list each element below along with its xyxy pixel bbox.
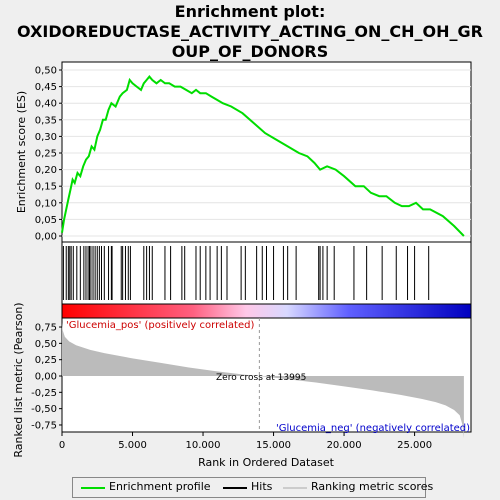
metric-xtick-label: 10.000 [186, 440, 221, 451]
rank-color-bar [61, 303, 472, 319]
metric-ytick-label: 0,50 [35, 339, 57, 350]
title-line-2: OXIDOREDUCTASE_ACTIVITY_ACTING_ON_CH_OH_… [17, 22, 483, 41]
metric-ytick-label: 0,00 [35, 372, 57, 383]
es-ytick-label: 0,35 [35, 115, 57, 126]
legend-ranking-label: Ranking metric scores [311, 480, 434, 493]
es-ytick-label: 0,50 [35, 66, 57, 77]
es-ytick-label: 0,40 [35, 99, 57, 110]
metric-axes: 0,75 0,50 0,25 0,00 -0,25 -0,50 -0,750 5.000 10.… [31, 323, 432, 451]
es-grid [62, 69, 471, 237]
es-ytick-label: 0,10 [35, 198, 57, 209]
legend-hits-swatch [223, 487, 247, 489]
es-panel [61, 61, 472, 243]
hits-group [62, 246, 430, 300]
metric-ytick-label: -0,50 [31, 404, 57, 415]
legend-hits-label: Hits [251, 480, 273, 493]
metric-xtick-label: 15.000 [256, 440, 291, 451]
metric-xtick-label: 20.000 [327, 440, 362, 451]
es-ylabel: Enrichment score (ES) [15, 91, 28, 213]
pos-label: 'Glucemia_pos' (positively correlated) [66, 320, 254, 331]
es-ytick-label: 0,00 [35, 232, 57, 243]
metric-ytick-label: -0,25 [31, 388, 57, 399]
legend-ranking-swatch [283, 487, 307, 489]
metric-xlabel: Rank in Ordered Dataset [198, 456, 335, 469]
es-ytick-label: 0,25 [35, 149, 57, 160]
legend: Enrichment profile Hits Ranking metric s… [72, 477, 433, 498]
es-ytick-label: 0,45 [35, 82, 57, 93]
metric-ylabel: Ranked list metric (Pearson) [12, 302, 25, 457]
es-ytick-label: 0,05 [35, 215, 57, 226]
metric-ytick-label: 0,25 [35, 355, 57, 366]
metric-ytick-label: -0,75 [31, 420, 57, 431]
chart-title: Enrichment plot: OXIDOREDUCTASE_ACTIVITY… [0, 2, 500, 62]
es-y-axis: 0,00 0,05 0,10 0,15 0,20 0,25 0,30 0,35 0,40 0,45… [35, 66, 62, 243]
metric-xtick-label: 25.000 [397, 440, 432, 451]
es-ytick-label: 0,15 [35, 182, 57, 193]
es-ytick-label: 0,30 [35, 132, 57, 143]
title-line-1: Enrichment plot: [174, 2, 326, 21]
metric-xtick-label: 0 [59, 440, 65, 451]
metric-group [62, 318, 464, 438]
legend-enrichment-label: Enrichment profile [109, 480, 211, 493]
legend-enrichment-swatch [81, 487, 105, 489]
metric-ytick-label: 0,75 [35, 323, 57, 334]
title-line-3: OUP_OF_DONORS [171, 42, 329, 61]
es-line-group [61, 75, 465, 237]
enrichment-profile-line [61, 75, 465, 237]
metric-xtick-label: 5.000 [118, 440, 147, 451]
neg-label: 'Glucemia_neg' (negatively correlated) [276, 423, 470, 434]
es-ytick-label: 0,20 [35, 165, 57, 176]
ranking-metric-area [62, 322, 464, 438]
zero-cross-label: Zero cross at 13995 [216, 373, 306, 383]
